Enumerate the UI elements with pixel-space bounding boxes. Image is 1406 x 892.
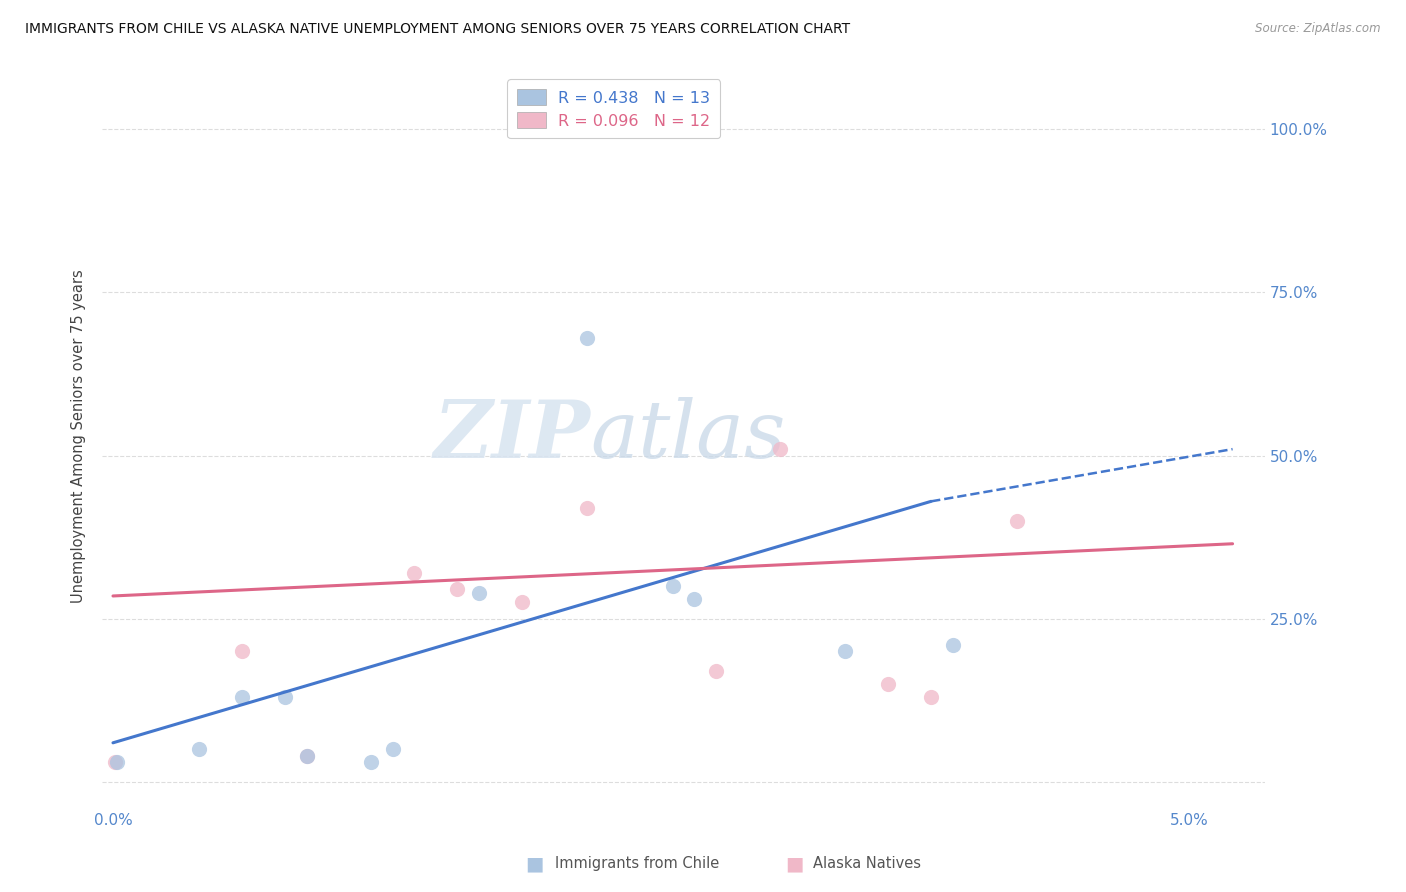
Point — [274, 690, 297, 705]
Text: Immigrants from Chile: Immigrants from Chile — [555, 856, 720, 871]
Point — [468, 585, 491, 599]
Point — [510, 595, 533, 609]
Text: Alaska Natives: Alaska Natives — [813, 856, 921, 871]
Point — [404, 566, 426, 581]
Point — [942, 638, 965, 652]
Point — [360, 756, 382, 770]
Text: ZIP: ZIP — [433, 397, 591, 475]
Legend: R = 0.438   N = 13, R = 0.096   N = 12: R = 0.438 N = 13, R = 0.096 N = 12 — [508, 79, 720, 138]
Point — [1007, 514, 1029, 528]
Point — [295, 748, 318, 763]
Text: ■: ■ — [785, 854, 804, 873]
Point — [104, 756, 127, 770]
Point — [188, 742, 211, 756]
Point — [105, 756, 128, 770]
Point — [877, 677, 900, 691]
Point — [662, 579, 685, 593]
Y-axis label: Unemployment Among Seniors over 75 years: Unemployment Among Seniors over 75 years — [72, 269, 86, 603]
Point — [295, 748, 318, 763]
Point — [769, 442, 792, 457]
Text: ■: ■ — [524, 854, 544, 873]
Point — [446, 582, 468, 597]
Point — [683, 592, 706, 607]
Point — [381, 742, 404, 756]
Text: atlas: atlas — [591, 397, 786, 475]
Text: IMMIGRANTS FROM CHILE VS ALASKA NATIVE UNEMPLOYMENT AMONG SENIORS OVER 75 YEARS : IMMIGRANTS FROM CHILE VS ALASKA NATIVE U… — [25, 22, 851, 37]
Point — [231, 690, 253, 705]
Point — [920, 690, 942, 705]
Point — [575, 500, 598, 515]
Point — [575, 331, 598, 345]
Text: Source: ZipAtlas.com: Source: ZipAtlas.com — [1256, 22, 1381, 36]
Point — [231, 644, 253, 658]
Point — [834, 644, 856, 658]
Point — [704, 664, 727, 678]
